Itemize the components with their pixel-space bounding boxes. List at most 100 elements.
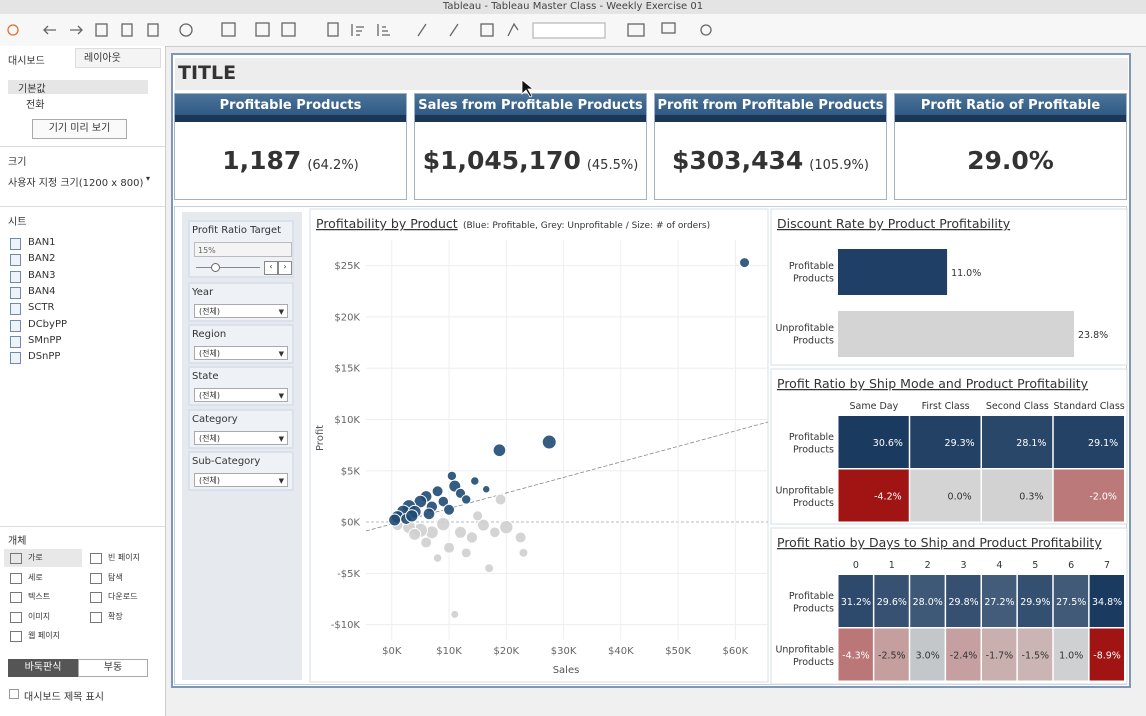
parameter-label: Profit Ratio Target bbox=[192, 225, 282, 236]
swap-icon[interactable] bbox=[327, 22, 339, 37]
cell-label: 34.8% bbox=[1092, 597, 1122, 608]
share-icon[interactable] bbox=[700, 24, 712, 36]
tiled-button[interactable]: 바둑판식 bbox=[8, 659, 78, 677]
row-label: Unprofitable Products bbox=[775, 485, 834, 509]
row-label: Unprofitable Products bbox=[775, 323, 834, 347]
filter-label: State bbox=[192, 371, 219, 383]
parameter-input[interactable]: 15% bbox=[194, 242, 292, 257]
object-item[interactable]: 빈 페이지 bbox=[108, 553, 140, 562]
divider bbox=[0, 146, 165, 147]
x-tick-label: $30K bbox=[551, 646, 577, 657]
preview-button[interactable]: 기기 미리 보기 bbox=[32, 119, 127, 139]
sheet-item[interactable]: BAN3 bbox=[28, 269, 56, 281]
object-item[interactable]: 텍스트 bbox=[28, 592, 51, 601]
object-icon bbox=[10, 631, 22, 642]
cell-label: 27.2% bbox=[984, 597, 1014, 608]
redo-icon[interactable] bbox=[70, 25, 83, 35]
y-tick-label: $25K bbox=[334, 261, 360, 272]
object-item[interactable]: 웹 페이지 bbox=[28, 631, 60, 640]
filter-value: (전체) bbox=[199, 475, 220, 485]
undo-icon[interactable] bbox=[43, 25, 56, 35]
scatter-point bbox=[388, 513, 402, 527]
sheet-item[interactable]: BAN1 bbox=[28, 237, 56, 248]
heatmap-cell bbox=[1053, 628, 1089, 681]
sort-desc-icon[interactable] bbox=[377, 24, 390, 36]
datasource-icon[interactable] bbox=[121, 23, 133, 37]
slider-thumb[interactable] bbox=[211, 263, 220, 272]
heatmap-cell bbox=[910, 628, 945, 681]
cell-label: -4.3% bbox=[842, 650, 870, 661]
object-item[interactable]: 다운로드 bbox=[108, 592, 138, 601]
chart-title: Discount Rate by Product Profitability bbox=[777, 216, 1011, 231]
size-dropdown[interactable]: 사용자 지정 크기(1200 x 800) ▾ bbox=[8, 174, 152, 189]
sheet-item[interactable]: SCTR bbox=[28, 302, 55, 314]
filter-label: Year bbox=[192, 287, 214, 298]
fit-dropdown[interactable] bbox=[532, 22, 606, 39]
parameter-card: Profit Ratio Target 15% ‹ › bbox=[188, 220, 294, 278]
cell-label: 28.1% bbox=[1016, 438, 1046, 449]
filter-dropdown[interactable]: (전체) ▼ bbox=[194, 346, 288, 361]
clear-icon[interactable] bbox=[281, 22, 296, 37]
cell-label: 29.8% bbox=[948, 597, 978, 608]
step-forward[interactable]: › bbox=[278, 261, 292, 275]
device-default[interactable]: 기본값 bbox=[8, 80, 148, 95]
sheet-item[interactable]: SMnPP bbox=[28, 334, 62, 346]
cell-label: 29.9% bbox=[1020, 597, 1050, 608]
cell-label: 29.6% bbox=[877, 597, 907, 608]
scatter-point bbox=[420, 536, 433, 549]
y-tick-label: -$5K bbox=[337, 569, 360, 580]
filter-dropdown[interactable]: (전체) ▼ bbox=[194, 430, 288, 445]
cell-label: 29.3% bbox=[945, 438, 975, 449]
sheet-item[interactable]: BAN4 bbox=[28, 285, 56, 297]
cell-label: 1.0% bbox=[1059, 650, 1083, 661]
row-label: Profitable Products bbox=[789, 261, 834, 285]
filter-dropdown[interactable]: (전체) ▼ bbox=[194, 388, 288, 403]
show-cards-icon[interactable] bbox=[627, 23, 645, 37]
bar-label: 11.0% bbox=[951, 268, 981, 279]
label-icon[interactable] bbox=[480, 23, 494, 37]
filter-dropdown[interactable]: (전체) ▼ bbox=[194, 304, 288, 318]
device-phone[interactable]: 전화 bbox=[26, 100, 45, 111]
sheet-item[interactable]: BAN2 bbox=[28, 253, 56, 265]
show-title-label: 대시보드 제목 표시 bbox=[24, 692, 104, 703]
sheet-item[interactable]: DSnPP bbox=[28, 351, 61, 363]
pin-icon[interactable] bbox=[507, 22, 519, 37]
object-item[interactable]: 세로 bbox=[28, 572, 43, 582]
object-item[interactable]: 이미지 bbox=[28, 611, 51, 621]
presentation-icon[interactable] bbox=[661, 22, 676, 34]
object-icon bbox=[10, 592, 22, 603]
step-back[interactable]: ‹ bbox=[264, 261, 278, 275]
scatter-panel bbox=[309, 208, 769, 683]
sheet-item[interactable]: DCbyPP bbox=[28, 318, 68, 330]
size-value: 사용자 지정 크기(1200 x 800) bbox=[8, 178, 144, 189]
sidebar: 대시보드 레이아웃 기본값 전화 기기 미리 보기 크기 사용자 지정 크기(1… bbox=[0, 46, 166, 716]
heatmap-cell bbox=[982, 416, 1053, 468]
group-icon[interactable] bbox=[449, 23, 459, 37]
filter-dropdown[interactable]: (전체) ▼ bbox=[194, 472, 288, 487]
y-tick-label: -$10K bbox=[331, 620, 361, 631]
layout-tab[interactable]: 레이아웃 bbox=[75, 48, 161, 68]
column-header: 1 bbox=[889, 560, 895, 571]
sort-asc-icon[interactable] bbox=[351, 24, 364, 36]
new-sheet-icon[interactable] bbox=[221, 22, 236, 37]
scatter-point bbox=[465, 531, 479, 544]
object-item[interactable]: 확장 bbox=[108, 611, 123, 621]
toolbar bbox=[0, 14, 1146, 47]
heatmap-cell bbox=[838, 575, 873, 627]
duplicate-icon[interactable] bbox=[255, 22, 270, 37]
floating-button[interactable]: 부동 bbox=[78, 659, 148, 677]
refresh-icon[interactable] bbox=[179, 23, 193, 37]
logo-icon[interactable] bbox=[7, 24, 19, 36]
save-icon[interactable] bbox=[95, 23, 108, 37]
object-item[interactable]: 탐색 bbox=[108, 572, 123, 582]
cell-label: -1.5% bbox=[1022, 650, 1050, 661]
dashboard-tab[interactable]: 대시보드 bbox=[8, 56, 45, 67]
pause-icon[interactable] bbox=[147, 23, 159, 37]
kpi-number: $1,045,170 bbox=[422, 146, 581, 175]
title-checkbox[interactable] bbox=[9, 689, 19, 699]
sheet-icon bbox=[10, 270, 21, 283]
object-item[interactable]: 가로 bbox=[28, 553, 43, 562]
highlight-icon[interactable] bbox=[417, 23, 427, 37]
